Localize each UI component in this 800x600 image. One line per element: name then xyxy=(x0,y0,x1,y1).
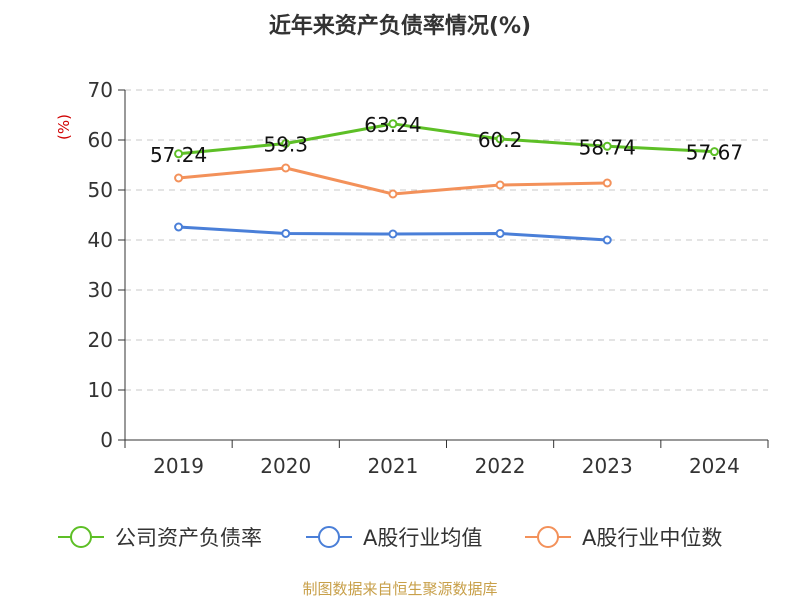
y-tick-label: 0 xyxy=(100,428,113,452)
x-tick-label: 2019 xyxy=(153,454,204,478)
y-tick-label: 60 xyxy=(88,128,113,152)
x-tick-label: 2022 xyxy=(475,454,526,478)
y-tick-label: 30 xyxy=(88,278,113,302)
x-tick-label: 2024 xyxy=(689,454,740,478)
data-label: 57.24 xyxy=(150,143,207,167)
legend-item-3: A股行业中位数 xyxy=(525,526,722,550)
legend-item-1: 公司资产负债率 xyxy=(58,526,262,550)
data-point xyxy=(388,229,398,239)
y-tick-label: 40 xyxy=(88,228,113,252)
data-point xyxy=(602,141,612,151)
data-point xyxy=(174,173,184,183)
legend-item-2: A股行业均值 xyxy=(306,526,482,550)
x-tick-label: 2020 xyxy=(260,454,311,478)
legend-label: 公司资产负债率 xyxy=(115,526,262,550)
legend-marker xyxy=(537,526,559,548)
data-point xyxy=(495,180,505,190)
x-tick-label: 2021 xyxy=(367,454,418,478)
y-tick-label: 20 xyxy=(88,328,113,352)
data-point xyxy=(281,139,291,148)
data-point xyxy=(495,229,505,238)
y-tick-label: 50 xyxy=(88,178,113,202)
data-point xyxy=(709,147,719,157)
y-tick-label: 70 xyxy=(88,78,113,102)
series-layer: 57.24 59.3 63.24 60.2 58.74 57.67 xyxy=(150,113,743,245)
legend-marker xyxy=(318,526,340,548)
data-point xyxy=(495,134,505,144)
data-point xyxy=(602,178,612,188)
data-label: 63.24 xyxy=(364,113,421,137)
data-label: 59.3 xyxy=(263,133,308,157)
data-label: 57.67 xyxy=(686,141,743,165)
data-point xyxy=(602,235,612,245)
data-point xyxy=(174,149,184,159)
data-point xyxy=(281,163,291,173)
y-tick-label: 10 xyxy=(88,378,113,402)
chart-title: 近年来资产负债率情况(%) xyxy=(269,13,531,39)
source-note: 制图数据来自恒生聚源数据库 xyxy=(302,580,497,598)
x-tick-label: 2023 xyxy=(582,454,633,478)
legend-label: A股行业中位数 xyxy=(582,526,722,550)
data-label: 60.2 xyxy=(478,128,523,152)
legend: 公司资产负债率 A股行业均值 A股行业中位数 xyxy=(58,526,722,550)
data-point xyxy=(388,119,398,129)
series-1: 57.24 59.3 63.24 60.2 58.74 57.67 xyxy=(150,113,743,167)
legend-label: A股行业均值 xyxy=(363,526,482,550)
axes: 0 10 20 30 40 50 60 70 2019 2020 2021 2022 2023 2024 xyxy=(88,78,769,478)
data-point xyxy=(388,189,398,199)
series-line xyxy=(178,122,715,156)
data-label: 58.74 xyxy=(579,135,636,159)
grid-lines xyxy=(125,89,768,391)
y-axis-label: (%) xyxy=(55,114,73,140)
data-point xyxy=(174,222,184,232)
data-point xyxy=(281,229,291,238)
series-3 xyxy=(174,163,612,199)
series-2 xyxy=(174,222,612,245)
legend-marker xyxy=(70,526,92,548)
